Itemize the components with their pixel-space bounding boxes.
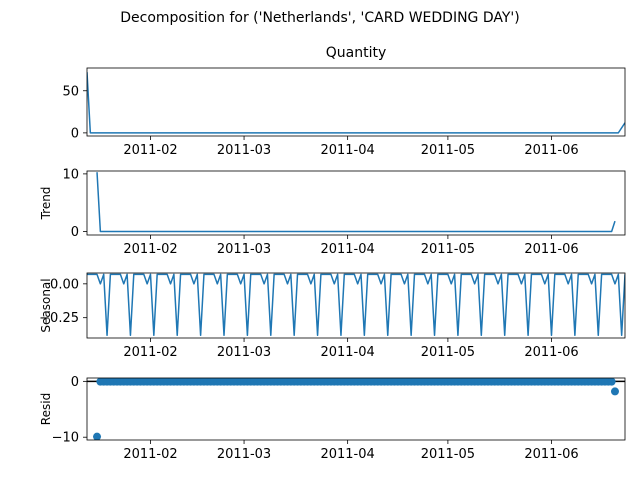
x-tick-label: 2011-03	[217, 345, 271, 360]
y-tick-label: 0	[71, 375, 79, 390]
y-tick-label: 10	[62, 167, 79, 182]
subplot-panels: Quantity 0 50 2011-02 2011-03 2011-04 2011-05 2…	[39, 45, 626, 462]
y-tick-label: 50	[62, 84, 79, 99]
x-tick-label: 2011-04	[320, 242, 374, 257]
x-tick-label: 2011-02	[123, 242, 177, 257]
axes-frame	[86, 377, 626, 441]
y-tick-label: −10	[52, 431, 79, 446]
plot-data	[96, 172, 616, 233]
scatter-point	[93, 432, 102, 440]
x-tick-label: 2011-04	[320, 345, 374, 360]
series-line	[87, 273, 625, 337]
y-tick-label: 0.00	[50, 277, 79, 292]
x-tick-label: 2011-02	[123, 447, 177, 462]
subplot-4: Resid 0 −10 2011-02 2011-03 2011-04 2011-05 201…	[39, 375, 626, 462]
x-tick-label: 2011-06	[524, 345, 578, 360]
x-tick-label: 2011-02	[123, 143, 177, 158]
x-tick-label: 2011-05	[421, 242, 475, 257]
x-tick-label: 2011-04	[320, 143, 374, 158]
plot-data	[87, 378, 625, 440]
x-tick-label: 2011-04	[320, 447, 374, 462]
x-tick-label: 2011-05	[421, 447, 475, 462]
x-tick-label: 2011-06	[524, 447, 578, 462]
axes-frame	[86, 170, 626, 236]
x-tick-label: 2011-06	[524, 143, 578, 158]
subplot-1: Quantity 0 50 2011-02 2011-03 2011-04 2011-05 2…	[62, 45, 626, 158]
plot-data	[87, 72, 625, 134]
subplot-title: Quantity	[326, 45, 387, 61]
axes-frame	[86, 272, 626, 339]
y-axis-label: Resid	[39, 393, 53, 425]
y-axis-label: Trend	[39, 187, 53, 221]
x-tick-label: 2011-03	[217, 242, 271, 257]
y-tick-label: −0.25	[39, 311, 79, 326]
figure-suptitle: Decomposition for ('Netherlands', 'CARD …	[120, 10, 520, 26]
x-tick-label: 2011-03	[217, 143, 271, 158]
scatter-point	[607, 378, 616, 386]
x-tick-label: 2011-05	[421, 143, 475, 158]
y-tick-label: 0	[71, 225, 79, 240]
x-tick-label: 2011-06	[524, 242, 578, 257]
axes-frame	[86, 67, 626, 137]
subplot-2: Trend 0 10 2011-02 2011-03 2011-04 2011-05 2011…	[39, 167, 626, 257]
series-line	[87, 72, 625, 134]
x-tick-label: 2011-03	[217, 447, 271, 462]
plot-data	[87, 273, 625, 337]
x-tick-label: 2011-05	[421, 345, 475, 360]
x-tick-label: 2011-02	[123, 345, 177, 360]
series-line	[96, 172, 616, 233]
y-axis-label: Seasonal	[39, 278, 53, 332]
y-tick-label: 0	[71, 126, 79, 141]
scatter-point	[610, 387, 619, 396]
